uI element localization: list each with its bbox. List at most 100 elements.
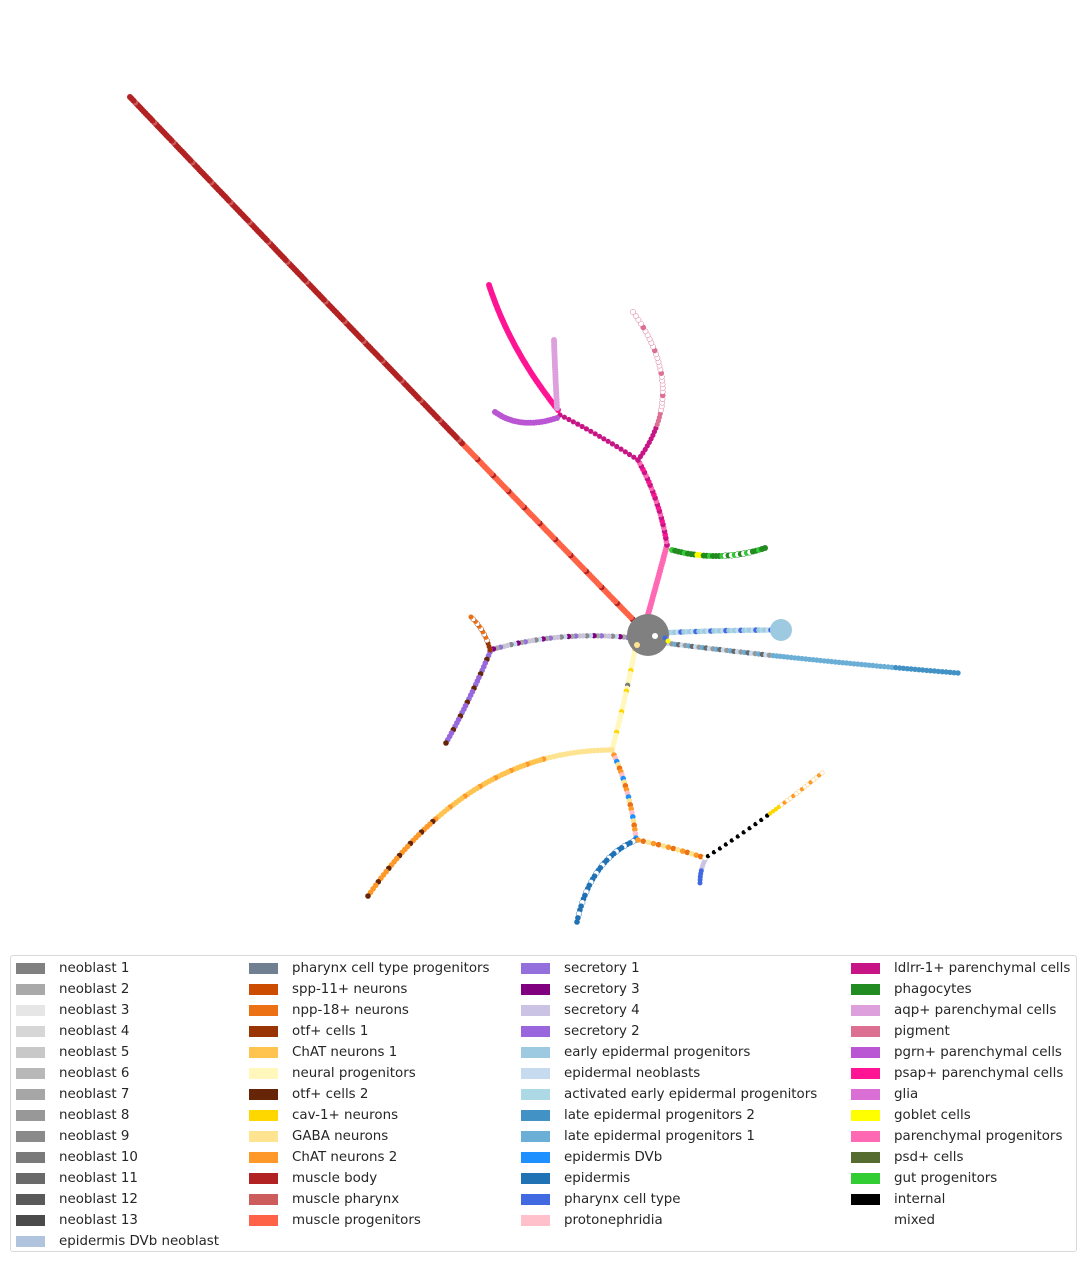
- neural-branch-point: [679, 848, 686, 854]
- legend-swatch: [851, 1194, 880, 1205]
- neural-branch-point: [675, 847, 681, 853]
- otf-branch-point: [468, 614, 474, 620]
- late-epidermal-branch-point: [881, 663, 887, 670]
- late-epidermal-branch-point: [893, 664, 899, 671]
- legend-label: aqp+ parenchymal cells: [894, 1003, 1057, 1018]
- ldlrr-branch-point: [596, 433, 603, 439]
- ldlrr-branch-point: [609, 441, 616, 447]
- neural-branch-point: [697, 853, 704, 860]
- legend-swatch: [249, 1173, 278, 1184]
- legend-label: pgrn+ parenchymal cells: [894, 1045, 1062, 1060]
- ldlrr-branch-point: [614, 443, 620, 450]
- legend-swatch: [851, 1047, 880, 1058]
- chat-branch-point: [365, 893, 371, 899]
- late-epidermal-branch-point: [939, 669, 945, 675]
- legend-label: neoblast 7: [59, 1087, 130, 1102]
- ldlrr-branch-point: [626, 451, 633, 458]
- legend-label: mixed: [894, 1213, 936, 1228]
- legend-label: cav-1+ neurons: [292, 1108, 399, 1123]
- ldlrr-branch-point: [575, 421, 581, 427]
- neural-branch-point: [631, 822, 637, 828]
- legend-swatch: [249, 963, 278, 974]
- legend-swatch: [16, 1005, 45, 1016]
- legend-label: ChAT neurons 2: [292, 1150, 398, 1165]
- legend-label: spp-11+ neurons: [292, 982, 408, 997]
- legend-swatch: [249, 1194, 278, 1205]
- legend-label: neoblast 5: [59, 1045, 130, 1060]
- legend-swatch: [249, 1005, 278, 1016]
- legend-label: otf+ cells 2: [292, 1087, 369, 1102]
- late-epidermal-branch-point: [923, 667, 930, 674]
- legend-label: muscle body: [292, 1171, 378, 1186]
- secretory-branch-point: [443, 740, 449, 746]
- legend-label: muscle pharynx: [292, 1192, 400, 1207]
- legend-label: pigment: [894, 1024, 950, 1039]
- legend-label: goblet cells: [894, 1108, 971, 1123]
- legend-swatch: [16, 963, 45, 974]
- legend-swatch: [16, 1047, 45, 1058]
- neural-branch-point: [640, 838, 647, 844]
- legend-swatch: [249, 1068, 278, 1079]
- legend-swatch: [851, 1005, 880, 1016]
- legend-swatch: [521, 1173, 550, 1184]
- neural-branch-point: [693, 852, 700, 858]
- legend-swatch: [16, 1194, 45, 1205]
- legend-swatch: [521, 1215, 550, 1226]
- legend-label: protonephridia: [564, 1213, 663, 1228]
- legend-label: neoblast 3: [59, 1003, 130, 1018]
- psap-branch-point: [486, 282, 492, 288]
- legend-label: neoblast 13: [59, 1213, 138, 1228]
- legend-swatch: [521, 1131, 550, 1142]
- ldlrr-branch-point: [588, 428, 594, 434]
- legend-label: neoblast 11: [59, 1171, 138, 1186]
- legend-swatch: [851, 1068, 880, 1079]
- legend-swatch: [249, 1215, 278, 1226]
- neural-branch-point: [665, 844, 672, 850]
- neural-branch-point: [635, 837, 641, 843]
- legend-label: glia: [894, 1087, 919, 1102]
- cell-point: [652, 633, 658, 639]
- legend-label: secretory 3: [564, 982, 640, 997]
- secretory-branch-point: [591, 633, 597, 639]
- legend-label: activated early epidermal progenitors: [564, 1087, 818, 1102]
- legend-label: late epidermal progenitors 1: [564, 1129, 755, 1144]
- neural-branch-point: [650, 840, 657, 847]
- epidermal-endpoint: [770, 619, 792, 641]
- legend-swatch: [249, 1131, 278, 1142]
- legend-label: phagocytes: [894, 982, 972, 997]
- legend-swatch: [521, 1089, 550, 1100]
- secretory-branch-point: [584, 633, 590, 639]
- legend-label: npp-18+ neurons: [292, 1003, 409, 1018]
- ldlrr-branch-point: [566, 416, 572, 423]
- legend-swatch: [521, 963, 550, 974]
- ldlrr-branch-point: [622, 449, 628, 455]
- legend-swatch: [249, 984, 278, 995]
- legend-swatch: [16, 1236, 45, 1247]
- late-epidermal-branch-point: [908, 666, 914, 672]
- ldlrr-branch-point: [570, 419, 576, 425]
- legend-label: ChAT neurons 1: [292, 1045, 398, 1060]
- pigment-branch-point: [630, 309, 636, 315]
- legend-label: secretory 2: [564, 1024, 640, 1039]
- ldlrr-branch-point: [601, 436, 607, 442]
- ldlrr-branch-point: [561, 414, 568, 420]
- legend-swatch: [249, 1047, 278, 1058]
- legend-swatch: [851, 1173, 880, 1184]
- legend-swatch: [521, 1047, 550, 1058]
- legend-label: muscle progenitors: [292, 1213, 421, 1228]
- late-epidermal-branch-point: [943, 669, 949, 675]
- legend-swatch: [16, 1068, 45, 1079]
- ldlrr-branch-point: [618, 446, 624, 452]
- legend-label: gut progenitors: [894, 1171, 998, 1186]
- legend-label: neoblast 1: [59, 961, 130, 976]
- legend-swatch: [521, 1152, 550, 1163]
- neural-branch-point: [632, 826, 638, 833]
- secretory-branch-point: [598, 633, 605, 639]
- pigment-branch-point: [632, 313, 639, 319]
- legend-label: psap+ parenchymal cells: [894, 1066, 1064, 1081]
- ldlrr-branch-point: [583, 426, 590, 432]
- ldlrr-branch-point: [605, 438, 611, 444]
- legend-swatch: [249, 1089, 278, 1100]
- late-epidermal-branch-point: [920, 667, 926, 673]
- late-epidermal-branch-point: [947, 669, 953, 675]
